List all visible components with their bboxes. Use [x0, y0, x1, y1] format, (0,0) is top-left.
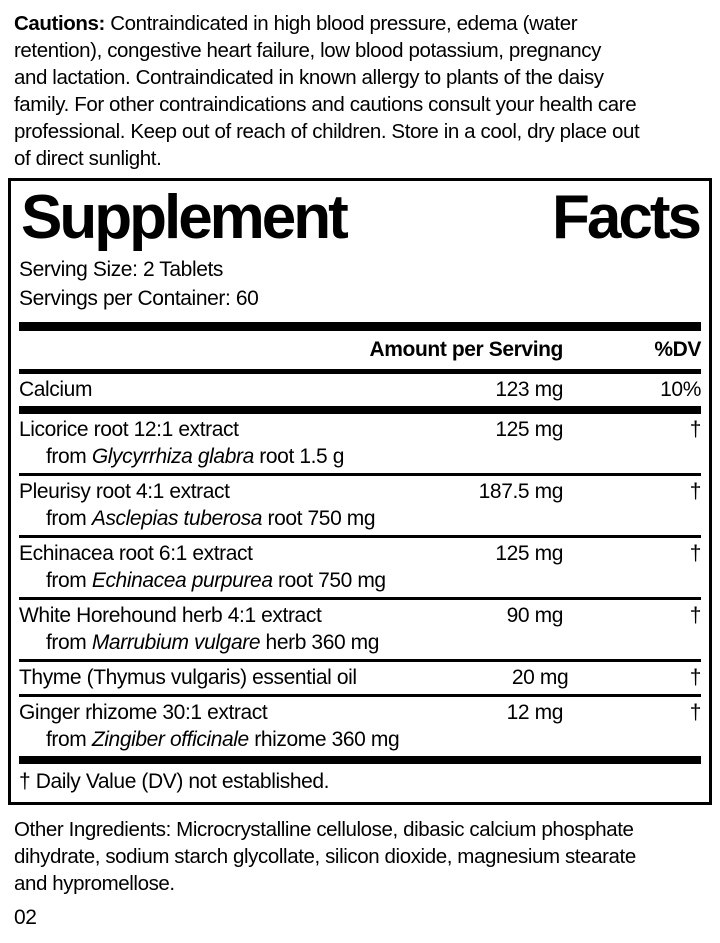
other-ingredients-line: Other Ingredients: Microcrystalline cell…	[14, 818, 634, 842]
supplement-label-page: Cautions: Contraindicated in high blood …	[0, 10, 720, 930]
other-ingredients-paragraph: Other Ingredients: Microcrystalline cell…	[14, 816, 706, 897]
source-latin-name: Glycyrrhiza glabra	[91, 445, 254, 469]
source-suffix: root 750 mg	[272, 569, 386, 593]
dagger-symbol: †	[689, 480, 702, 504]
source-latin-name: Asclepias tuberosa	[91, 507, 263, 531]
dagger-symbol: †	[689, 604, 702, 628]
servings-per-container: Servings per Container: 60	[19, 287, 259, 311]
nutrient-row: Pleurisy root 4:1 extract 187.5 mg †	[19, 478, 701, 505]
serving-size: Serving Size: 2 Tablets	[19, 258, 224, 282]
nutrient-name: Licorice root 12:1 extract	[19, 418, 239, 442]
nutrient-name: Calcium	[19, 378, 93, 402]
title-word-facts: Facts	[552, 183, 702, 252]
title-word-supplement: Supplement	[21, 183, 349, 252]
nutrient-amount: 187.5 mg	[478, 480, 564, 504]
cautions-text: Contraindicated in high blood pressure, …	[104, 12, 578, 35]
divider-bar-thick	[19, 756, 701, 765]
nutrient-row: Ginger rhizome 30:1 extract 12 mg †	[19, 699, 701, 726]
cautions-line: and lactation. Contraindicated in known …	[14, 66, 604, 89]
nutrient-source: from Zingiber officinale rhizome 360 mg	[19, 726, 701, 753]
table-row-licorice: Licorice root 12:1 extract 125 mg † from…	[19, 414, 701, 473]
header-amount-per-serving: Amount per Serving	[369, 338, 564, 362]
source-suffix: root 1.5 g	[253, 445, 345, 469]
nutrient-dv: 10%	[660, 378, 701, 402]
nutrient-source: from Marrubium vulgare herb 360 mg	[19, 629, 701, 656]
divider-bar-medium	[19, 369, 701, 375]
other-ingredients-line: and hypromellose.	[14, 872, 175, 896]
nutrient-amount: 125 mg	[495, 542, 563, 566]
nutrient-amount: 123 mg	[495, 378, 563, 402]
cautions-line: of direct sunlight.	[14, 147, 162, 170]
source-prefix: from	[46, 507, 92, 531]
table-row-pleurisy: Pleurisy root 4:1 extract 187.5 mg † fro…	[19, 473, 701, 535]
source-suffix: rhizome 360 mg	[248, 728, 400, 752]
dv-footnote: † Daily Value (DV) not established.	[19, 770, 330, 794]
cautions-label: Cautions:	[14, 12, 105, 35]
table-header-row: Amount per Serving %DV	[19, 331, 702, 369]
nutrient-row: Echinacea root 6:1 extract 125 mg †	[19, 540, 701, 567]
divider-bar-thick	[19, 322, 701, 332]
cautions-paragraph: Cautions: Contraindicated in high blood …	[14, 10, 706, 172]
supplement-facts-panel: Supplement Facts Serving Size: 2 Tablets…	[8, 178, 712, 806]
cautions-line: professional. Keep out of reach of child…	[14, 120, 640, 143]
source-latin-name: Marrubium vulgare	[91, 631, 261, 655]
table-row-ginger: Ginger rhizome 30:1 extract 12 mg † from…	[19, 694, 701, 756]
nutrient-amount: 12 mg	[506, 701, 564, 725]
divider-bar-thick	[19, 406, 701, 415]
source-latin-name: Echinacea purpurea	[91, 569, 273, 593]
nutrient-source: from Echinacea purpurea root 750 mg	[19, 567, 701, 594]
nutrient-row: White Horehound herb 4:1 extract 90 mg †	[19, 602, 701, 629]
nutrient-amount: 90 mg	[506, 604, 564, 628]
dagger-symbol: †	[689, 701, 702, 725]
nutrient-name: Echinacea root 6:1 extract	[19, 542, 253, 566]
panel-title: Supplement Facts	[19, 181, 702, 255]
nutrient-amount: 125 mg	[495, 418, 563, 442]
dagger-symbol: †	[689, 418, 702, 442]
nutrient-source: from Asclepias tuberosa root 750 mg	[19, 505, 701, 532]
other-ingredients-line: dihydrate, sodium starch glycollate, sil…	[14, 845, 636, 869]
table-row-calcium: Calcium 123 mg 10%	[19, 374, 701, 406]
nutrient-row: Calcium 123 mg 10%	[19, 376, 701, 403]
source-suffix: root 750 mg	[262, 507, 376, 531]
nutrient-row: Thyme (Thymus vulgaris) essential oil 20…	[19, 664, 701, 691]
header-spacer	[19, 337, 343, 363]
nutrient-name: White Horehound herb 4:1 extract	[19, 604, 322, 628]
page-number: 02	[14, 906, 37, 930]
source-prefix: from	[46, 445, 92, 469]
source-prefix: from	[46, 728, 92, 752]
nutrient-name: Pleurisy root 4:1 extract	[19, 480, 230, 504]
source-latin-name: Zingiber officinale	[91, 728, 249, 752]
cautions-line: Cautions: Contraindicated in high blood …	[14, 10, 706, 37]
header-dv: %DV	[654, 338, 701, 362]
cautions-line: retention), congestive heart failure, lo…	[14, 39, 602, 62]
source-suffix: herb 360 mg	[260, 631, 380, 655]
table-row-thyme: Thyme (Thymus vulgaris) essential oil 20…	[19, 659, 701, 694]
nutrient-row: Licorice root 12:1 extract 125 mg †	[19, 416, 701, 443]
nutrient-name: Ginger rhizome 30:1 extract	[19, 701, 268, 725]
source-prefix: from	[46, 631, 92, 655]
cautions-line: family. For other contraindications and …	[14, 93, 637, 116]
table-row-white-horehound: White Horehound herb 4:1 extract 90 mg †…	[19, 597, 701, 659]
nutrient-amount: 20 mg	[511, 666, 569, 690]
nutrient-source: from Glycyrrhiza glabra root 1.5 g	[19, 443, 701, 470]
dagger-symbol: †	[689, 666, 702, 690]
nutrient-name: Thyme (Thymus vulgaris) essential oil	[19, 666, 357, 690]
table-row-echinacea: Echinacea root 6:1 extract 125 mg † from…	[19, 535, 701, 597]
dagger-symbol: †	[689, 542, 702, 566]
source-prefix: from	[46, 569, 92, 593]
